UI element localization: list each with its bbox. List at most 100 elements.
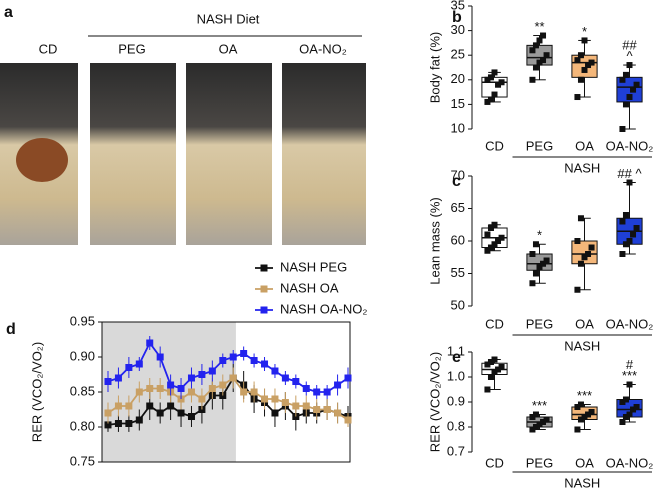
data-point <box>574 57 581 64</box>
data-point <box>281 374 289 382</box>
group-label: NASH Diet <box>197 11 260 26</box>
x-tick-label: CD <box>485 316 504 331</box>
group-label: NASH <box>564 160 600 175</box>
panel-a: a NASH Diet CD PEG OA OA-NO₂ <box>0 4 366 245</box>
photo <box>90 63 176 245</box>
data-point <box>540 260 547 267</box>
significance-label: ** <box>534 19 544 34</box>
data-point <box>536 37 543 44</box>
data-point <box>250 357 258 364</box>
group-label: NASH <box>564 475 600 490</box>
data-point <box>577 260 584 267</box>
data-point <box>536 264 543 270</box>
data-point <box>619 126 626 132</box>
data-point <box>487 374 494 380</box>
data-point <box>619 419 626 425</box>
data-point <box>146 402 154 410</box>
data-point <box>344 374 352 382</box>
data-point <box>313 406 321 413</box>
box <box>571 240 598 265</box>
data-point <box>487 359 494 365</box>
data-point <box>229 374 237 382</box>
legend-marker <box>260 285 268 293</box>
y-tick-label: 65 <box>451 200 465 215</box>
data-point <box>619 399 626 405</box>
data-point <box>125 420 133 427</box>
data-point <box>484 386 491 393</box>
significance-label: ^ <box>626 48 633 63</box>
data-point <box>585 251 592 257</box>
photo-detail <box>16 138 68 182</box>
data-point <box>156 385 164 392</box>
data-point <box>491 356 498 363</box>
data-point <box>135 360 143 368</box>
y-tick-label: 0.7 <box>447 443 465 458</box>
data-point <box>167 402 175 410</box>
data-point <box>104 421 112 429</box>
data-point <box>323 406 331 413</box>
data-point <box>498 79 505 86</box>
photo-label: PEG <box>118 41 145 56</box>
y-tick-label: 1.1 <box>447 343 465 358</box>
data-point <box>581 414 588 420</box>
x-tick-label: CD <box>485 455 504 470</box>
data-point <box>240 388 248 396</box>
legend-label: NASH PEG <box>280 259 347 274</box>
x-tick-label: PEG <box>526 455 553 470</box>
data-point <box>484 76 491 83</box>
data-point <box>577 76 584 83</box>
data-point <box>487 74 494 81</box>
data-point <box>229 353 237 361</box>
data-point <box>125 364 133 371</box>
data-point <box>208 367 216 375</box>
data-point <box>633 404 640 410</box>
y-tick-label: 0.9 <box>447 393 465 408</box>
data-point <box>633 225 640 231</box>
x-tick-label: OA <box>575 316 594 331</box>
significance-label: *** <box>622 368 637 383</box>
data-point <box>532 270 539 277</box>
y-axis-label: Lean mass (%) <box>427 197 442 284</box>
legend-marker <box>260 264 268 272</box>
y-tick-label: 0.85 <box>70 383 95 398</box>
y-tick-label: 50 <box>451 297 465 312</box>
data-point <box>585 62 592 69</box>
data-point <box>250 388 258 396</box>
data-point <box>577 215 584 222</box>
data-point <box>177 385 185 392</box>
data-point <box>536 421 543 428</box>
panel-letter: c <box>452 173 461 190</box>
data-point <box>574 286 581 293</box>
data-point <box>574 404 581 410</box>
data-point <box>114 374 122 382</box>
y-axis-label: RER (VCO₂/VO₂) <box>29 342 44 442</box>
data-point <box>208 385 216 392</box>
panel-letter: e <box>452 349 461 366</box>
data-point <box>491 69 498 76</box>
x-tick-label: PEG <box>526 316 553 331</box>
significance-label: * <box>537 228 542 243</box>
photo <box>186 63 272 245</box>
y-tick-label: 10 <box>451 120 465 135</box>
legend-label: NASH OA <box>280 280 339 295</box>
data-point <box>529 251 536 257</box>
data-point <box>104 409 112 417</box>
data-point <box>630 406 637 413</box>
x-tick-label: OA-NO₂ <box>606 138 654 153</box>
data-point <box>271 409 279 417</box>
data-point <box>487 96 494 103</box>
y-tick-label: 15 <box>451 96 465 111</box>
data-point <box>543 257 550 264</box>
data-point <box>334 409 342 417</box>
data-point <box>626 238 633 244</box>
significance-label: *** <box>577 388 592 403</box>
y-tick-label: 25 <box>451 47 465 62</box>
data-point <box>577 416 584 423</box>
data-point <box>484 98 491 105</box>
data-point <box>323 388 331 396</box>
x-tick-label: OA <box>575 455 594 470</box>
data-point <box>529 414 536 420</box>
y-tick-label: 0.8 <box>447 418 465 433</box>
data-point <box>581 37 588 44</box>
data-point <box>529 76 536 83</box>
